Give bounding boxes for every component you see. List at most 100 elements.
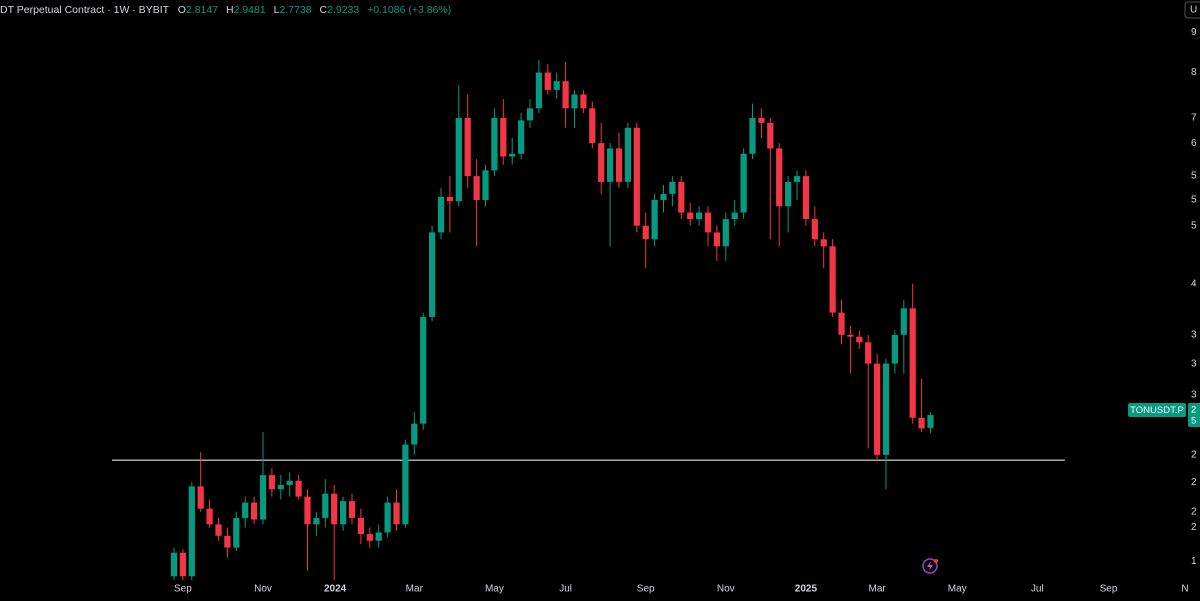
ohlc-letter: O bbox=[178, 4, 186, 16]
y-tick-label: 2 bbox=[1191, 477, 1197, 488]
candle-body bbox=[384, 502, 391, 533]
candle-body bbox=[526, 108, 534, 121]
candle-body bbox=[704, 212, 712, 233]
y-tick-label: 6 bbox=[1191, 138, 1197, 149]
x-tick-label: Mar bbox=[868, 584, 886, 595]
candle-body bbox=[829, 246, 836, 313]
x-tick-label: 2024 bbox=[324, 584, 347, 595]
plot: 9 8 7 6 5 5 5 4 3 3 3 2 2 2 2 1 Sep Nov 2024 Mar May Jul Sep No… bbox=[111, 27, 1197, 595]
candle-body bbox=[873, 363, 881, 455]
ohlc-letter: L bbox=[274, 4, 280, 16]
candle-body bbox=[491, 117, 498, 171]
candle-body bbox=[446, 196, 454, 202]
candle-body bbox=[188, 486, 195, 577]
change: +0.1086 (+3.86%) bbox=[367, 4, 451, 16]
candle-body bbox=[927, 415, 934, 428]
lightning-icon[interactable] bbox=[922, 558, 938, 574]
x-tick-label: Sep bbox=[1100, 584, 1118, 595]
candle-body bbox=[375, 532, 382, 541]
candle-body bbox=[517, 120, 525, 154]
icon-bolt bbox=[927, 561, 933, 571]
x-tick-label: Mar bbox=[406, 584, 424, 595]
corner-button[interactable] bbox=[1184, 1, 1200, 19]
candle-body bbox=[598, 143, 605, 182]
candle-body bbox=[420, 316, 427, 424]
y-tick-label: 3 bbox=[1191, 390, 1197, 401]
candle-body bbox=[767, 122, 774, 149]
candle-body bbox=[544, 72, 551, 90]
symbol-title: DT Perpetual Contract · 1W · BYBIT bbox=[0, 4, 170, 16]
x-tick-label: 2025 bbox=[795, 584, 818, 595]
candle-body bbox=[624, 127, 632, 182]
candle-body bbox=[811, 219, 818, 240]
price-cut: 2 bbox=[1191, 405, 1196, 416]
candle-body bbox=[295, 480, 302, 497]
candle-body bbox=[669, 181, 676, 194]
candle-body bbox=[242, 502, 249, 518]
candle-body bbox=[366, 534, 373, 541]
candle-body bbox=[268, 475, 276, 490]
candle-body bbox=[313, 517, 320, 525]
x-tick-label: May bbox=[948, 584, 967, 595]
x-tick-label: Nov bbox=[717, 584, 735, 595]
x-tick-label: Sep bbox=[174, 584, 192, 595]
candle-body bbox=[856, 336, 863, 343]
candle-body bbox=[882, 363, 890, 455]
candle-body bbox=[891, 334, 899, 364]
candle-body bbox=[918, 417, 925, 429]
y-tick-label: 5 bbox=[1191, 195, 1197, 206]
candle-body bbox=[509, 153, 516, 157]
icon-ring bbox=[922, 558, 938, 574]
candle-body bbox=[713, 232, 721, 247]
candle-body bbox=[580, 94, 587, 109]
candle-body bbox=[464, 117, 471, 177]
candle-body bbox=[740, 153, 747, 213]
candle-body bbox=[455, 117, 462, 202]
price-tag-symbol: TONUSDT.P bbox=[1130, 405, 1184, 416]
candle-body bbox=[776, 148, 783, 207]
candle-body bbox=[838, 312, 845, 335]
corner-button-label: U bbox=[1190, 5, 1197, 16]
candle-body bbox=[411, 423, 418, 445]
timer-cut: 5 bbox=[1191, 416, 1196, 427]
candle-body bbox=[633, 127, 640, 226]
candle-body bbox=[437, 196, 445, 233]
candle-body bbox=[215, 524, 222, 536]
candle-body bbox=[865, 342, 872, 364]
candle-body bbox=[606, 148, 614, 182]
candle-body bbox=[197, 486, 204, 509]
candle-body bbox=[482, 170, 489, 200]
candle-body bbox=[731, 212, 738, 220]
y-tick-label: 3 bbox=[1191, 329, 1197, 340]
y-tick-label: 5 bbox=[1191, 220, 1197, 231]
candle-body bbox=[589, 108, 596, 144]
candle-body bbox=[224, 535, 231, 548]
y-tick-label: 4 bbox=[1191, 278, 1197, 289]
candle-body bbox=[233, 517, 240, 548]
y-tick-label: 1 bbox=[1191, 556, 1197, 567]
candle-body bbox=[535, 72, 543, 109]
candle-body bbox=[847, 334, 854, 337]
y-tick-label: 2 bbox=[1191, 522, 1197, 533]
candle-body bbox=[348, 501, 356, 518]
candle-body bbox=[695, 212, 703, 220]
candle-body bbox=[250, 502, 258, 520]
candle-body bbox=[678, 181, 685, 213]
y-tick-label: 2 bbox=[1191, 450, 1197, 461]
y-tick-label: 5 bbox=[1191, 171, 1197, 182]
candle-body bbox=[402, 444, 409, 525]
price-tag bbox=[1128, 403, 1186, 417]
candle-body bbox=[900, 308, 907, 335]
x-tick-label: Sep bbox=[637, 584, 655, 595]
ohlc-value: 2.9233 bbox=[327, 4, 359, 16]
icon-dot bbox=[934, 559, 938, 563]
header-line: DT Perpetual Contract · 1W · BYBIT O2.81… bbox=[0, 4, 451, 16]
candle-body bbox=[802, 176, 810, 220]
y-tick-label: 3 bbox=[1191, 358, 1197, 369]
candle-body bbox=[500, 117, 507, 157]
candle-body bbox=[357, 517, 365, 535]
candle-body bbox=[793, 176, 801, 182]
ohlc-value: 2.9481 bbox=[234, 4, 266, 16]
